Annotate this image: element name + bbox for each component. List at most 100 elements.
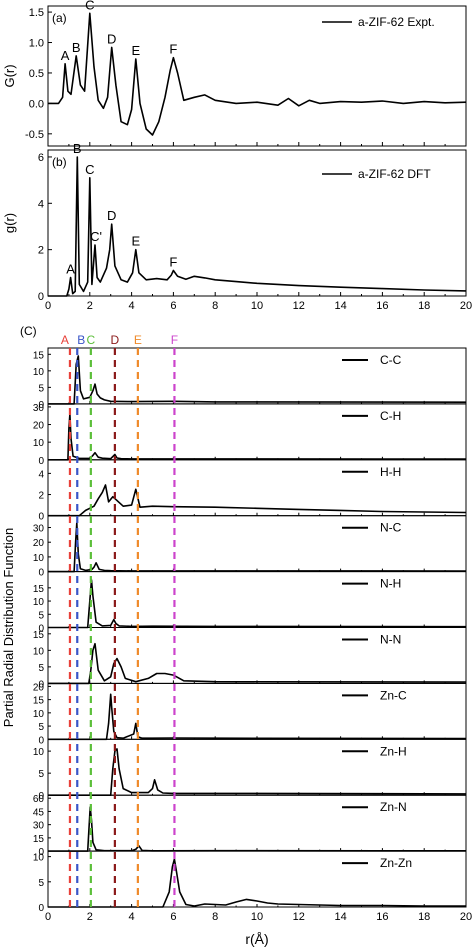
subplot-frame: [47, 347, 467, 405]
y-tick-label: 15: [33, 696, 45, 707]
x-tick-label: 10: [251, 300, 263, 312]
x-tick-label: 8: [212, 300, 218, 312]
subplot-n-h: 0 5 10 15 N-H: [33, 571, 467, 635]
subplot-c-c: 0 5 10 15 C-C: [33, 347, 467, 411]
x-tick-label: 20: [460, 911, 472, 923]
data-series-line: [48, 579, 467, 629]
y-tick-label: 10: [33, 553, 45, 564]
x-tick-label: 2: [87, 911, 93, 923]
y-tick-label: 4: [38, 469, 44, 480]
y-tick-label: 15: [33, 834, 45, 845]
panel-label: (C): [20, 324, 37, 338]
subplot-zn-zn: 0 5 10 Zn-Zn: [33, 850, 467, 914]
y-tick-label: 0: [38, 456, 44, 467]
y-tick-label: 15: [33, 584, 45, 595]
y-tick-label: 5: [38, 878, 44, 889]
y-tick-label: 0: [38, 679, 44, 690]
y-axis-label: g(r): [2, 213, 17, 233]
y-tick-label: 0: [38, 400, 44, 411]
legend-label: a-ZIF-62 Expt.: [358, 15, 435, 29]
x-tick-label: 8: [212, 911, 218, 923]
y-tick-label: 5: [38, 722, 44, 733]
x-tick-label: 18: [418, 911, 430, 923]
y-tick-label: 10: [33, 646, 45, 657]
y-tick-label: 10: [33, 438, 45, 449]
y-tick-label: 20: [33, 538, 45, 549]
data-series-line: [48, 12, 467, 136]
subplot-frame: [47, 571, 467, 628]
y-tick-label: 0: [38, 847, 44, 858]
panel-b: 0 2 4 6 0 2 4 6 8 10 12 14 16 18 20 A BC C' DE F (b) a-ZIF-62…: [2, 141, 472, 312]
peak-label: C': [90, 229, 102, 244]
y-tick-label: 10: [33, 747, 45, 758]
x-tick-label: 6: [170, 911, 176, 923]
y-tick-label: 1.5: [29, 7, 44, 19]
y-tick-label: -0.5: [25, 129, 44, 141]
y-tick-label: 30: [33, 403, 45, 414]
x-tick-label: 4: [129, 911, 135, 923]
y-tick-label: 45: [33, 807, 45, 818]
x-tick-label: 18: [418, 300, 430, 312]
data-series-line: [48, 858, 466, 908]
legend-label: Zn-H: [380, 744, 407, 758]
peak-label: D: [107, 31, 116, 46]
data-series-line: [48, 484, 467, 517]
x-tick-label: 16: [376, 300, 388, 312]
x-tick-label: 2: [87, 300, 93, 312]
subplot-n-n: 0 5 10 15 N-N: [33, 627, 467, 690]
y-tick-label: 10: [33, 853, 45, 864]
subplot-frame: [47, 515, 467, 573]
x-tick-label: 20: [460, 300, 472, 312]
y-tick-label: 4: [38, 198, 44, 210]
x-tick-label: 16: [376, 911, 388, 923]
legend-label: C-C: [380, 353, 402, 367]
x-tick-label: 12: [293, 911, 305, 923]
y-tick-label: 0: [38, 903, 44, 914]
y-tick-label: 0: [38, 735, 44, 746]
peak-label: A: [66, 261, 75, 276]
y-tick-label: 30: [33, 821, 45, 832]
panel-a: -0.5 0.0 0.5 1.0 1.5 AB C DE F (a) a-ZIF-62 Expt. G…: [2, 0, 467, 147]
peak-label: B: [73, 141, 82, 156]
legend-label: a-ZIF-62 DFT: [358, 167, 431, 181]
peak-label: F: [169, 255, 177, 270]
subplot-n-c: 0 10 20 30 N-C: [33, 515, 467, 579]
y-tick-label: 10: [33, 597, 45, 608]
data-series-line: [48, 355, 467, 405]
y-tick-label: 2: [38, 491, 44, 502]
y-tick-label: 60: [33, 794, 45, 805]
y-tick-label: 0: [38, 791, 44, 802]
y-tick-label: 15: [33, 630, 45, 641]
y-tick-label: 10: [33, 709, 45, 720]
y-tick-label: 0: [38, 291, 44, 303]
x-axis-label: r(Å): [245, 931, 268, 947]
x-tick-label: 4: [129, 300, 135, 312]
x-tick-label: 12: [293, 300, 305, 312]
peak-label: C: [85, 162, 94, 177]
subplot-zn-c: 0 5 10 15 20 Zn-C: [33, 682, 467, 746]
y-tick-label: 0: [38, 568, 44, 579]
y-tick-label: 2: [38, 245, 44, 257]
reference-line-label: A: [61, 333, 69, 347]
reference-line-label: B: [77, 333, 85, 347]
y-tick-label: 6: [38, 152, 44, 164]
panel-label: (a): [52, 11, 67, 25]
legend-label: N-H: [380, 577, 401, 591]
peak-label: B: [72, 40, 81, 55]
peak-label: C: [85, 0, 94, 12]
y-tick-label: 5: [38, 769, 44, 780]
subplot-frame: [47, 459, 467, 517]
y-tick-label: 10: [33, 367, 45, 378]
y-tick-label: 15: [33, 350, 45, 361]
data-series-line: [48, 413, 467, 461]
peak-label: E: [131, 234, 140, 249]
y-tick-label: 0: [38, 512, 44, 523]
legend-label: Zn-C: [380, 688, 407, 702]
data-series-line: [48, 693, 467, 741]
y-tick-label: 0.0: [29, 98, 44, 110]
y-tick-label: 0: [38, 624, 44, 635]
x-tick-label: 10: [251, 911, 263, 923]
data-series-line: [48, 156, 467, 297]
